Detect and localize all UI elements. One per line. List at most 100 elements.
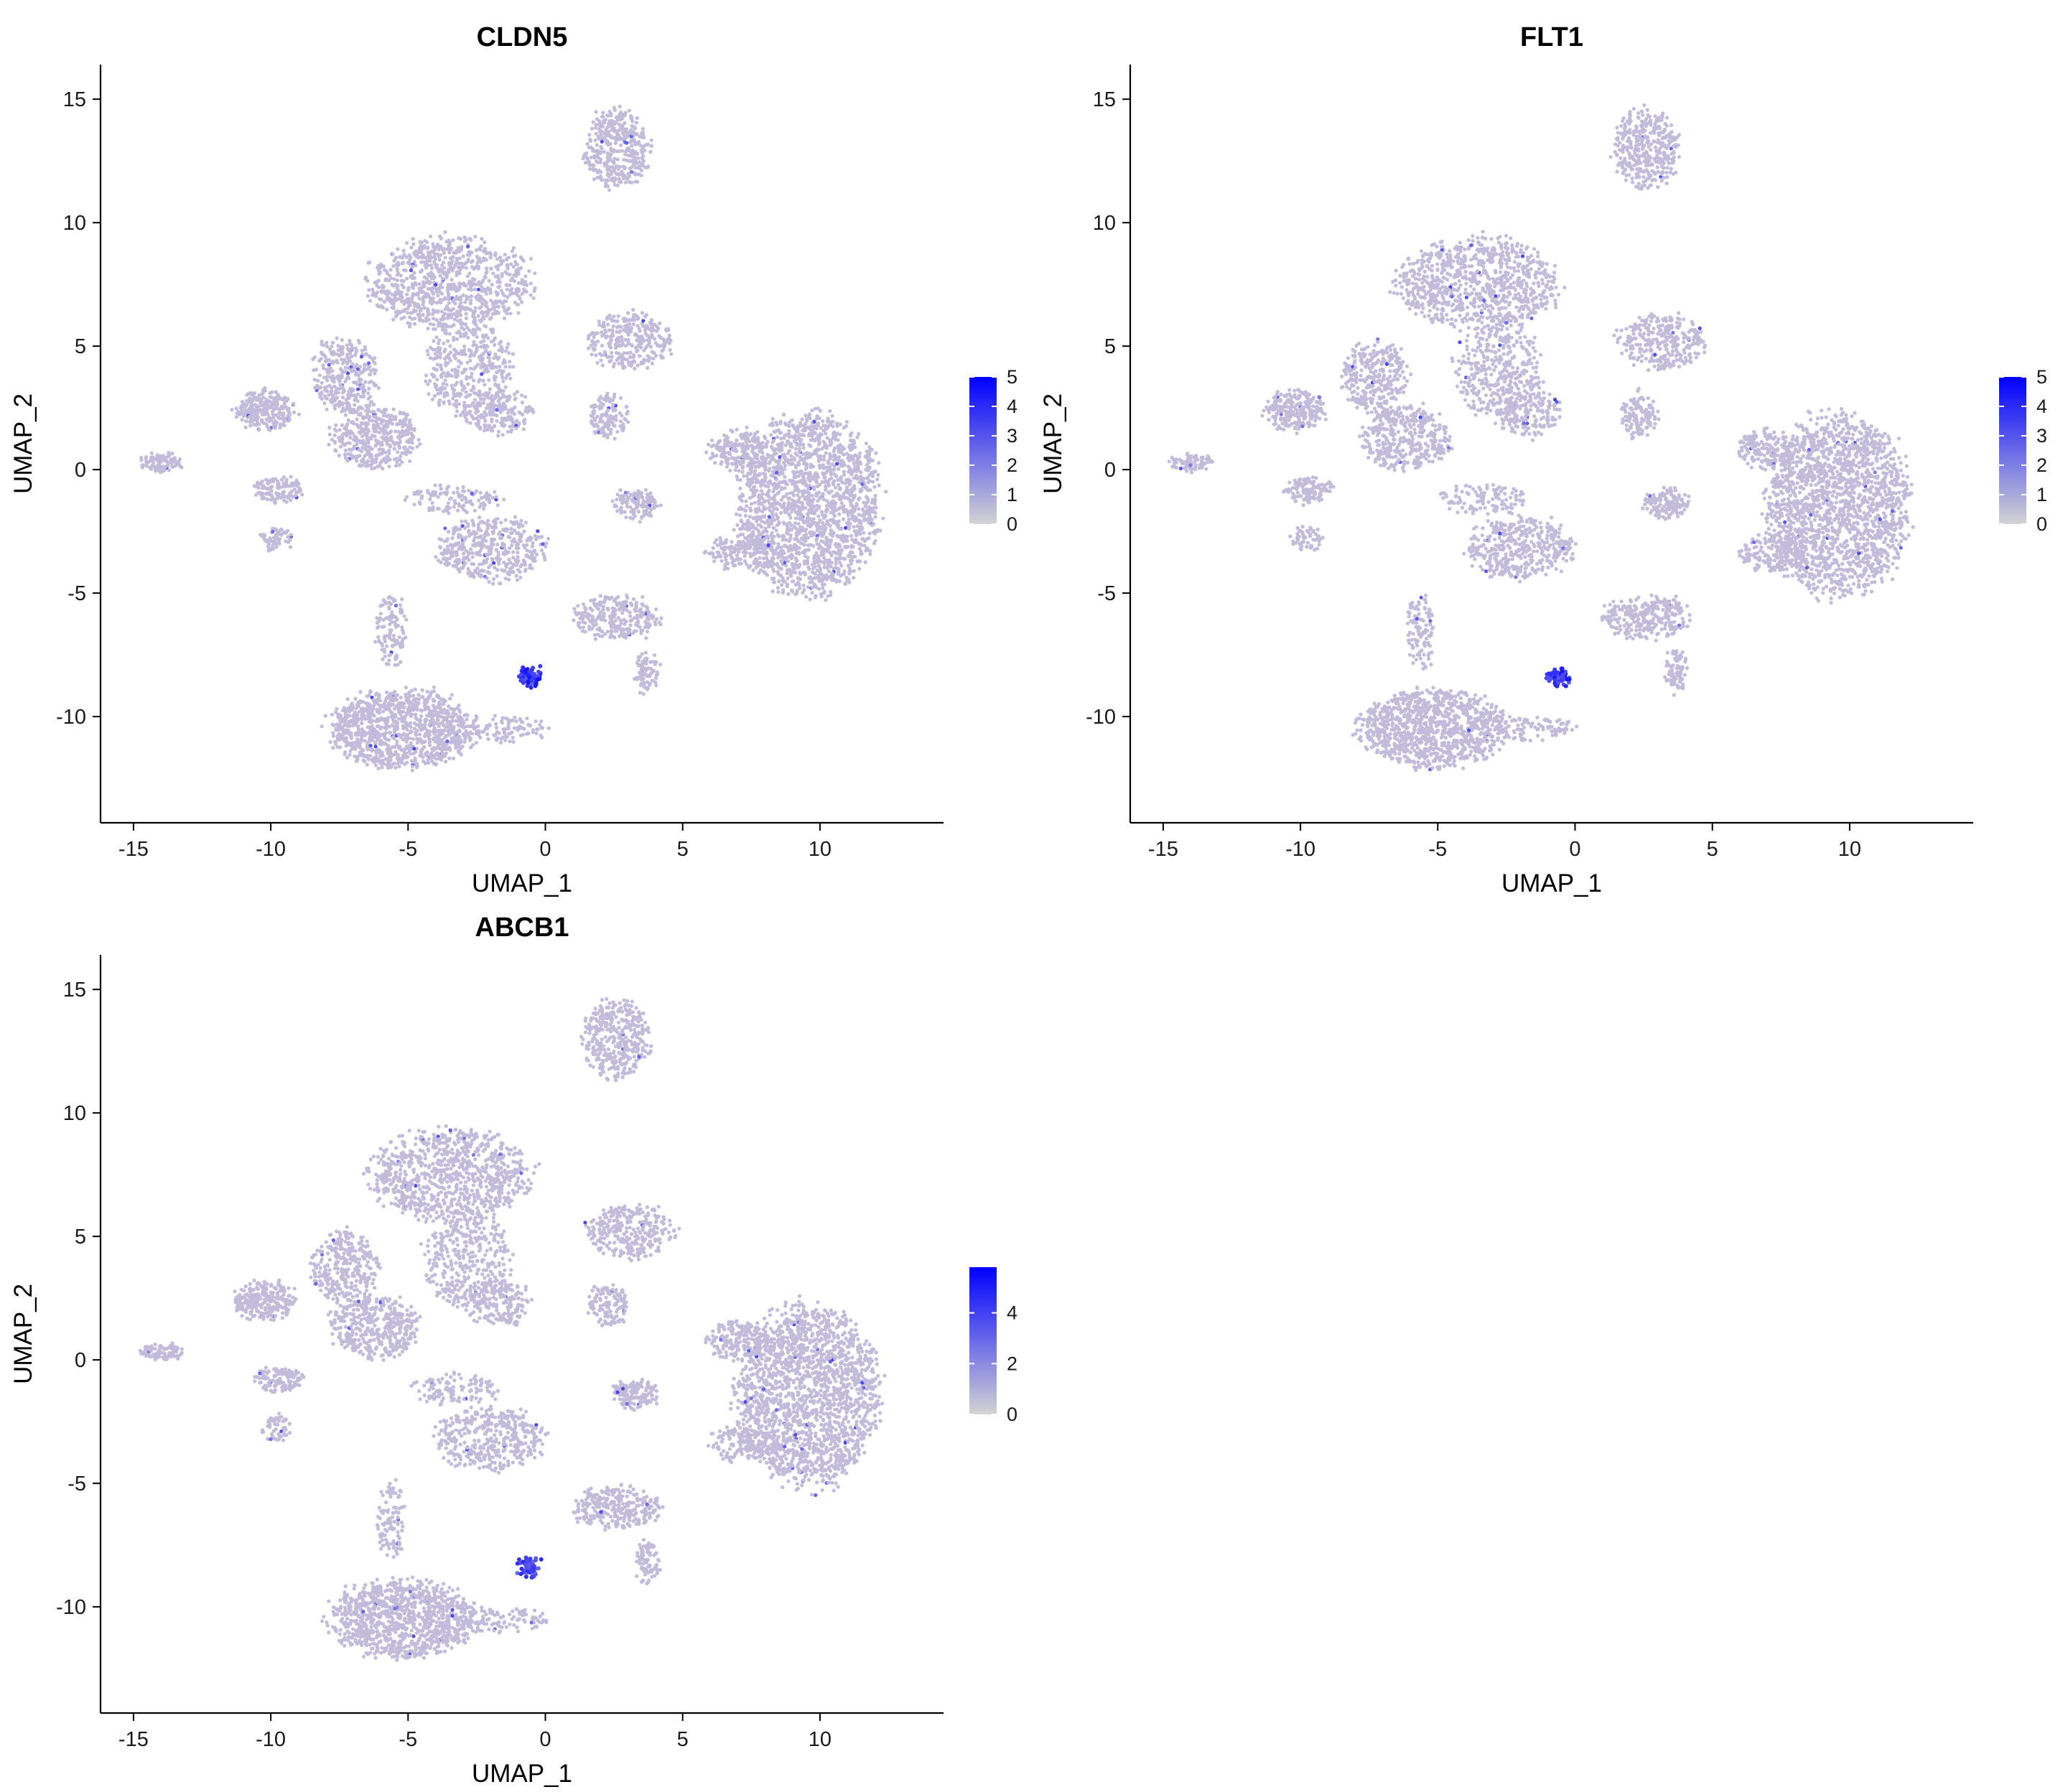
cell-point: [453, 501, 457, 505]
cell-point: [388, 633, 391, 637]
cell-point: [486, 336, 490, 340]
cell-point: [345, 362, 349, 365]
cell-point: [344, 414, 348, 417]
cell-point: [270, 391, 274, 394]
cell-point: [339, 383, 343, 387]
cell-point: [173, 456, 177, 459]
cell-point: [396, 312, 400, 315]
cell-point: [367, 361, 371, 365]
cell-point: [457, 504, 461, 508]
cell-point: [360, 370, 363, 374]
cell-point: [325, 408, 328, 411]
cell-point: [472, 278, 476, 281]
cell-point: [364, 465, 368, 468]
cell-point: [427, 491, 430, 495]
cell-point: [261, 408, 264, 411]
cell-point: [383, 655, 387, 658]
cell-point: [487, 566, 490, 569]
cell-point: [243, 405, 247, 409]
cell-point: [485, 413, 488, 416]
cell-point: [516, 561, 519, 564]
cell-point: [359, 464, 363, 467]
cell-point: [457, 236, 460, 240]
cell-point: [444, 378, 447, 382]
cell-point: [319, 357, 322, 360]
cell-point: [289, 475, 293, 479]
cell-point: [459, 318, 462, 322]
cell-point: [333, 434, 337, 437]
cell-point: [325, 385, 328, 388]
cell-point: [408, 421, 411, 424]
cell-point: [376, 303, 379, 307]
cell-point: [343, 370, 347, 373]
cell-point: [435, 263, 439, 267]
cell-point: [533, 271, 536, 275]
cell-point: [408, 325, 411, 328]
cell-point: [445, 559, 449, 563]
cell-point: [331, 374, 335, 378]
cell-point: [405, 276, 409, 280]
cell-point: [454, 414, 457, 418]
cell-point: [315, 368, 318, 371]
cell-point: [436, 294, 439, 297]
cell-point: [345, 422, 349, 426]
cell-point: [281, 415, 285, 419]
cell-point: [268, 536, 271, 540]
cell-point: [505, 565, 508, 569]
cell-point: [401, 261, 404, 265]
cell-point: [403, 421, 406, 424]
cell-point: [459, 298, 462, 302]
cell-point: [445, 304, 449, 308]
cell-point: [472, 385, 475, 388]
cell-point: [520, 393, 523, 397]
cell-point: [488, 288, 492, 291]
cell-point: [531, 545, 534, 549]
cell-point: [491, 271, 495, 275]
cell-point: [405, 293, 409, 297]
cell-point: [386, 289, 390, 293]
cell-point: [330, 345, 333, 348]
cell-point: [398, 446, 401, 449]
cell-point: [340, 409, 343, 413]
cell-point: [513, 528, 516, 532]
cell-point: [506, 342, 510, 346]
cell-point: [401, 296, 404, 299]
cell-point: [427, 281, 431, 285]
cell-point: [490, 394, 494, 398]
cell-point: [343, 452, 347, 456]
cell-point: [501, 291, 505, 295]
cell-point: [428, 498, 432, 501]
cell-point: [470, 551, 474, 555]
cell-point: [406, 321, 409, 325]
cell-point: [508, 365, 511, 368]
cell-point: [447, 294, 450, 298]
cell-point: [466, 361, 470, 365]
cell-point: [420, 290, 424, 294]
cell-point: [464, 498, 467, 501]
cell-point: [345, 353, 349, 356]
cell-point: [413, 317, 416, 320]
cell-point: [462, 552, 465, 556]
cell-point: [439, 368, 443, 371]
cell-point: [422, 261, 426, 264]
cell-point: [506, 272, 509, 276]
cell-point: [445, 539, 449, 543]
cell-point: [488, 279, 491, 283]
cell-point: [437, 342, 440, 345]
cell-point: [512, 421, 516, 425]
cell-point: [493, 538, 496, 541]
cell-point: [272, 408, 276, 411]
cell-point: [360, 434, 364, 438]
cell-point: [423, 244, 427, 248]
cell-point: [364, 442, 368, 445]
cell-point: [421, 285, 424, 289]
cell-point: [504, 518, 508, 522]
cell-point: [434, 384, 438, 388]
cell-point: [406, 311, 409, 314]
cell-point: [350, 420, 354, 424]
cell-point: [455, 258, 459, 262]
cell-point: [384, 436, 388, 439]
cell-point: [431, 501, 434, 505]
cell-point: [276, 416, 280, 419]
cell-point: [451, 299, 455, 303]
